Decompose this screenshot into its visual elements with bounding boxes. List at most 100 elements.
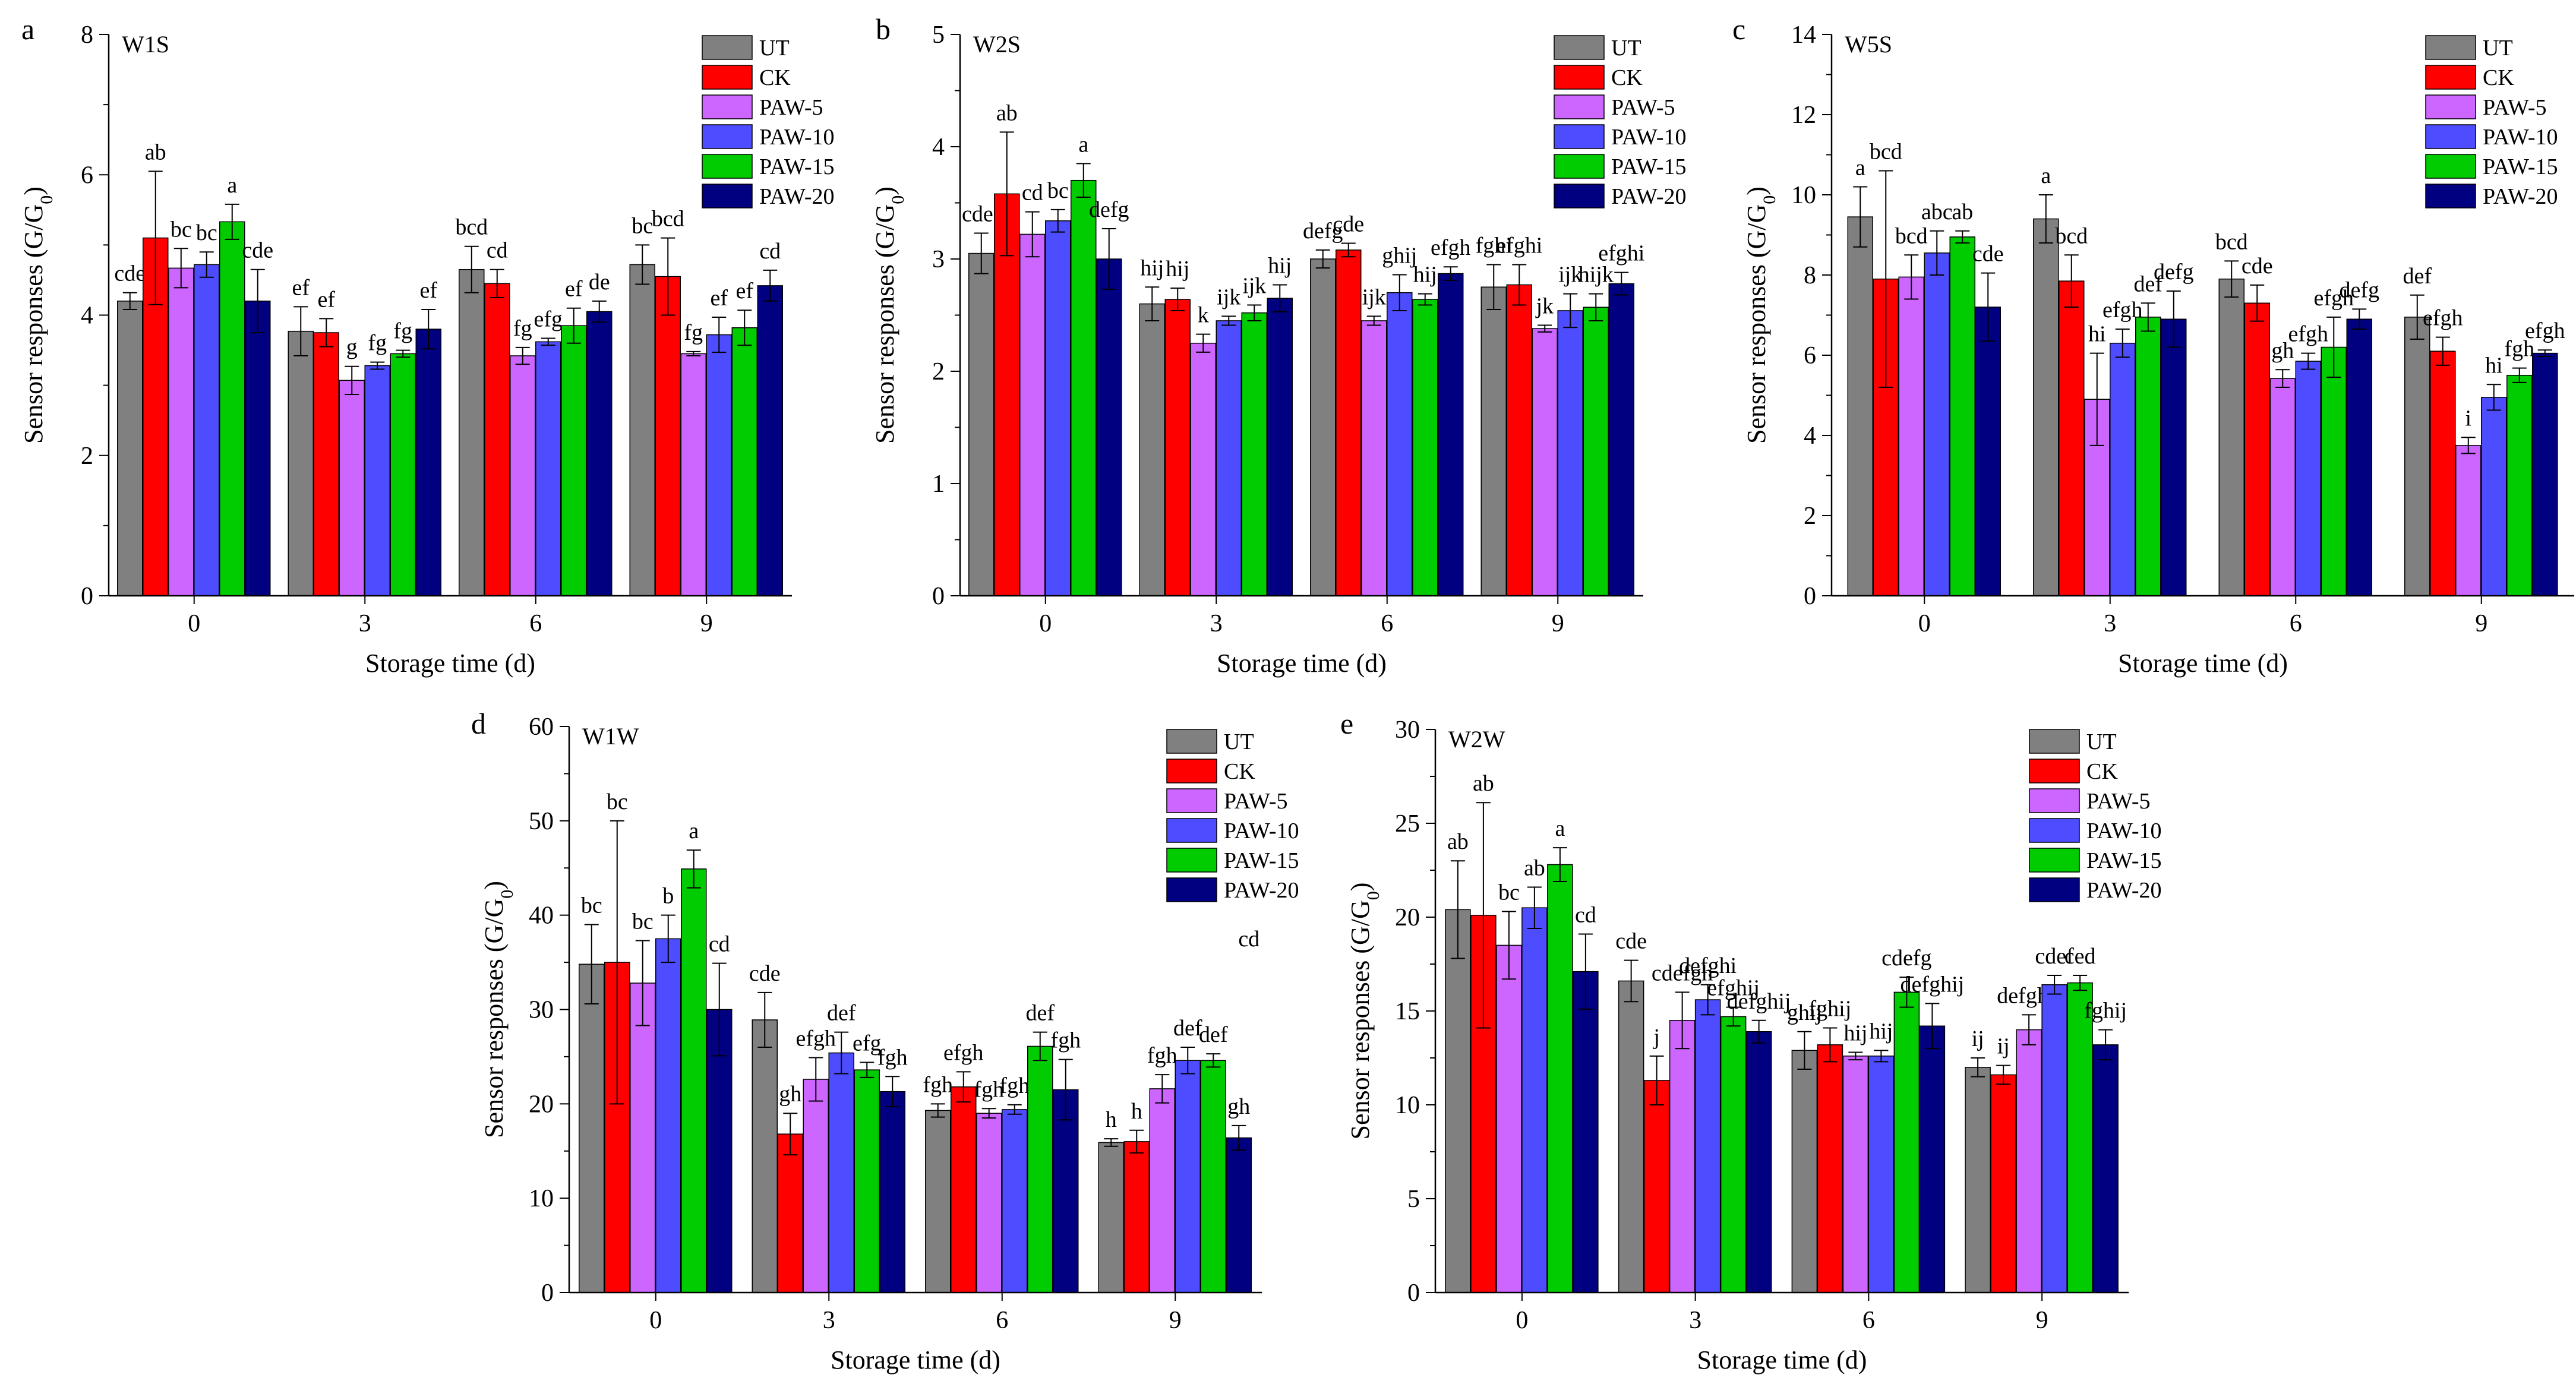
y-tick-label: 30	[529, 997, 554, 1024]
significance-letter: bc	[632, 213, 653, 238]
error-bar	[464, 245, 479, 293]
error-bar	[2326, 316, 2341, 378]
error-bar	[1418, 293, 1432, 306]
error-bar	[737, 309, 752, 346]
significance-letter: efg	[853, 1031, 882, 1056]
significance-letter: efghi	[1496, 233, 1542, 258]
y-axis-title: Sensor responses (G/G0)	[19, 187, 56, 444]
significance-letter: ef	[710, 286, 728, 311]
error-bar	[809, 1057, 823, 1102]
error-bar	[1025, 211, 1040, 258]
significance-letter: g	[346, 335, 358, 360]
significance-letter: a	[1078, 132, 1088, 157]
chart-panel-d: d W1Wbcbcbcbacd0cdeghefghdefefgfgh3fghefg…	[471, 707, 1299, 1375]
legend-label: PAW-10	[2086, 819, 2161, 843]
x-tick-label: 3	[1210, 610, 1223, 637]
significance-letter: ab	[996, 100, 1018, 125]
error-bar	[2089, 352, 2104, 446]
significance-letter: defg	[1303, 219, 1343, 244]
significance-letter: a	[227, 173, 237, 198]
error-bar	[1501, 911, 1516, 980]
error-bar	[1007, 1104, 1022, 1115]
legend-label: CK	[2086, 759, 2118, 784]
x-tick-label: 0	[1516, 1307, 1528, 1334]
significance-letter: a	[689, 819, 699, 843]
bar-ut-day-0	[117, 301, 143, 596]
legend-label: PAW-10	[2483, 125, 2558, 150]
significance-letter: ghij	[1382, 243, 1417, 268]
bar-paw-10-day-9	[2041, 984, 2067, 1293]
legend-label: PAW-5	[1611, 95, 1675, 120]
error-bar	[1101, 228, 1116, 290]
legend-label: UT	[759, 36, 790, 61]
error-bar	[1155, 1074, 1170, 1104]
significance-letter: bcd	[652, 207, 684, 232]
significance-letter: defg	[2154, 260, 2194, 285]
bar-paw-10-day-3	[828, 1052, 854, 1293]
bar-paw-15-day-9	[2067, 982, 2093, 1293]
significance-letter: bcd	[1895, 223, 1928, 248]
x-tick-label: 3	[823, 1307, 835, 1334]
error-bar	[1726, 1006, 1741, 1027]
bar-ck-day-3	[777, 1133, 803, 1293]
significance-letter: bcd	[455, 215, 488, 240]
y-tick-label: 4	[81, 302, 93, 330]
bar-ck-day-9	[1506, 284, 1532, 596]
legend-label: PAW-20	[1224, 878, 1299, 903]
bar-paw-15-day-0	[1949, 236, 1975, 596]
significance-letter: def	[1199, 1022, 1228, 1047]
significance-letter: cde	[114, 261, 146, 286]
bar-paw-15-day-0	[1071, 179, 1097, 596]
error-bar	[1129, 1129, 1144, 1154]
bar-ut-day-6	[459, 268, 485, 596]
error-bar	[635, 940, 650, 1026]
significance-letter: hij	[1166, 257, 1189, 282]
error-bar	[763, 269, 778, 302]
error-bar	[2486, 384, 2501, 411]
significance-letter: bc	[1047, 178, 1069, 203]
significance-letter: gh	[2271, 338, 2294, 363]
x-tick-label: 0	[1039, 610, 1052, 637]
significance-letter: defg	[1089, 197, 1129, 222]
bar-paw-10-day-0	[655, 938, 681, 1293]
bar-ut-day-9	[1098, 1142, 1124, 1293]
bar-ut-day-6	[1310, 258, 1336, 596]
error-bar	[999, 131, 1014, 257]
y-tick-label: 15	[1395, 998, 1420, 1025]
error-bar	[1563, 293, 1578, 328]
error-bar	[584, 924, 599, 1004]
x-tick-label: 0	[649, 1307, 662, 1334]
legend-label: PAW-20	[2483, 184, 2558, 209]
bar-paw-15-day-6	[1027, 1045, 1053, 1293]
legend-swatch	[702, 184, 753, 208]
error-bar	[1273, 284, 1287, 312]
significance-letter: defghi	[1679, 953, 1737, 978]
bar-paw-20-day-9	[2092, 1044, 2119, 1293]
error-bar	[1538, 324, 1552, 333]
significance-letter: def	[2403, 264, 2432, 289]
bar-paw-20-day-3	[1267, 298, 1293, 596]
legend-swatch	[1166, 788, 1217, 813]
y-axis-title: Sensor responses (G/G0)	[1346, 883, 1383, 1140]
significance-letter: fg	[368, 331, 387, 356]
y-tick-label: 0	[81, 583, 93, 610]
bar-paw-20-day-9	[1226, 1137, 1252, 1293]
bar-paw-20-day-0	[1096, 258, 1122, 596]
panel-title: W2W	[1448, 726, 1505, 753]
legend-swatch	[1554, 65, 1605, 90]
error-bar	[2537, 349, 2552, 358]
panel-title: W1W	[582, 723, 639, 750]
bar-paw-5-day-0	[168, 267, 194, 596]
significance-letter: bc	[607, 789, 628, 814]
panel-letter: a	[21, 12, 34, 46]
error-bar	[956, 1071, 971, 1103]
bar-ut-day-3	[288, 330, 314, 596]
error-bar	[1955, 230, 1970, 244]
y-tick-label: 20	[529, 1091, 554, 1118]
bar-paw-20-day-6	[1438, 273, 1464, 596]
legend: UT CK PAW-5 PAW-10 PAW-15 PAW-20	[1554, 35, 1686, 209]
bar-paw-5-day-9	[1532, 328, 1558, 596]
significance-letter: ab	[1524, 855, 1545, 880]
error-bar	[370, 361, 385, 370]
